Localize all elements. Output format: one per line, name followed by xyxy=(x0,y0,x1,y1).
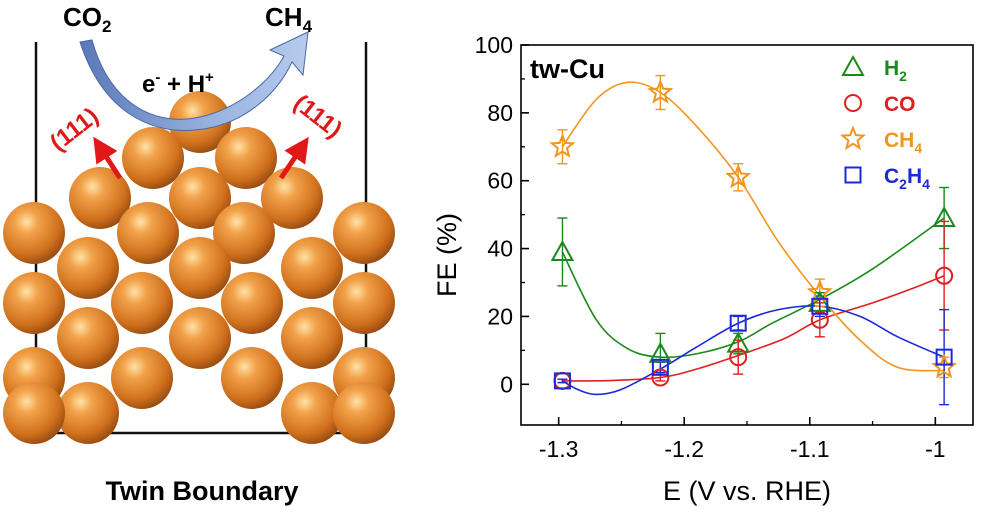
point-ch4 xyxy=(549,133,576,158)
copper-atom xyxy=(57,307,119,369)
y-tick-label: 100 xyxy=(475,32,513,58)
copper-atom xyxy=(215,127,277,189)
copper-atom xyxy=(281,382,343,444)
y-tick-label: 40 xyxy=(487,236,513,262)
legend: H2 CO CH4 C2H4 xyxy=(839,54,930,192)
error-bars xyxy=(557,74,950,406)
schematic-title: Twin Boundary xyxy=(106,476,299,506)
curve-ch4 xyxy=(561,81,945,372)
legend-label-c2h4: C2H4 xyxy=(884,165,930,192)
copper-atom xyxy=(221,272,283,334)
point-co xyxy=(651,368,670,387)
y-axis-label: FE (%) xyxy=(432,213,462,297)
copper-atom xyxy=(261,167,323,229)
y-tick-label: 0 xyxy=(500,371,513,397)
curve-co xyxy=(562,274,945,382)
point-h2 xyxy=(932,205,956,228)
copper-atom xyxy=(333,272,395,334)
y-tick-label: 60 xyxy=(487,168,513,194)
copper-atom-lattice xyxy=(3,91,395,444)
copper-atom xyxy=(69,167,131,229)
copper-atom xyxy=(281,307,343,369)
product-label: CH4 xyxy=(265,2,313,36)
facet-label-left: (111) xyxy=(45,103,104,157)
point-c2h4 xyxy=(651,358,669,376)
copper-atom xyxy=(213,202,275,264)
copper-atom xyxy=(169,237,231,299)
legend-marker-h2 xyxy=(841,54,865,76)
reagents-label: e- + H+ xyxy=(142,69,214,98)
point-c2h4 xyxy=(729,314,747,332)
facet-arrow-left xyxy=(93,136,123,180)
curve-c2h4 xyxy=(562,305,945,396)
point-c2h4 xyxy=(553,372,571,390)
reaction-arrow xyxy=(79,31,309,131)
twin-boundary-schematic: CO2 CH4 e- + H+ (111) (111) Twin Boundar… xyxy=(3,2,395,506)
copper-atom xyxy=(122,127,184,189)
point-c2h4 xyxy=(811,297,829,315)
reactant-label: CO2 xyxy=(63,2,111,36)
x-tick-label: -1 xyxy=(925,436,945,462)
copper-atom xyxy=(57,237,119,299)
copper-atom xyxy=(111,272,173,334)
copper-atom xyxy=(333,202,395,264)
facet-label-right: (111) xyxy=(288,89,347,143)
point-ch4 xyxy=(725,163,752,189)
legend-marker-c2h4 xyxy=(844,166,862,184)
legend-label-co: CO xyxy=(884,93,916,116)
x-tick-label: -1.1 xyxy=(790,436,830,462)
axis-ticks: -1.3 -1.2 -1.1 -1 0 20 40 60 80 100 xyxy=(475,32,946,462)
copper-atom xyxy=(221,347,283,409)
legend-marker-ch4 xyxy=(839,125,867,151)
x-tick-label: -1.2 xyxy=(664,436,704,462)
copper-atom xyxy=(169,167,231,229)
point-ch4 xyxy=(806,278,833,304)
point-c2h4 xyxy=(935,348,953,366)
x-tick-label: -1.3 xyxy=(539,436,579,462)
copper-atom xyxy=(57,382,119,444)
point-h2 xyxy=(648,341,673,363)
facet-arrow-right xyxy=(278,136,309,180)
curve-h2 xyxy=(561,217,945,359)
copper-atom xyxy=(3,202,65,264)
point-co xyxy=(935,266,954,285)
y-tick-label: 20 xyxy=(487,303,513,329)
copper-atom xyxy=(117,202,179,264)
copper-atom xyxy=(281,237,343,299)
legend-label-ch4: CH4 xyxy=(884,129,922,156)
copper-atom xyxy=(333,382,395,444)
point-co xyxy=(729,348,748,367)
copper-atom xyxy=(3,382,65,444)
chart-title: tw-Cu xyxy=(530,54,605,84)
point-ch4 xyxy=(647,78,674,104)
legend-marker-co xyxy=(844,94,862,112)
point-h2 xyxy=(726,331,750,353)
legend-label-h2: H2 xyxy=(884,57,907,84)
fe-chart: -1.3 -1.2 -1.1 -1 0 20 40 60 80 100 H2 CO CH4 C2H4 t… xyxy=(432,32,974,506)
copper-atom xyxy=(169,307,231,369)
copper-atom xyxy=(3,272,65,334)
y-tick-label: 80 xyxy=(487,100,513,126)
point-h2 xyxy=(550,239,575,261)
point-co xyxy=(810,310,829,329)
x-axis-label: E (V vs. RHE) xyxy=(663,476,831,506)
copper-atom xyxy=(111,347,173,409)
data-markers xyxy=(549,78,958,390)
